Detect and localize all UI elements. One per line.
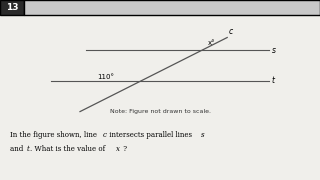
Text: 13: 13 [5,3,18,12]
Text: . What is the value of: . What is the value of [30,145,108,153]
Text: and: and [10,145,25,153]
Text: c: c [102,131,106,139]
Text: t: t [272,76,275,86]
Text: t: t [26,145,29,153]
Text: s: s [272,46,276,55]
Text: Note: Figure not drawn to scale.: Note: Figure not drawn to scale. [109,109,211,114]
Text: 110°: 110° [98,74,115,80]
Text: x°: x° [208,40,216,46]
FancyBboxPatch shape [0,0,24,15]
Text: intersects parallel lines: intersects parallel lines [107,131,195,139]
Text: x: x [116,145,120,153]
Text: ?: ? [121,145,127,153]
Text: s: s [201,131,204,139]
FancyBboxPatch shape [24,0,320,15]
Text: c: c [229,27,233,36]
Text: In the figure shown, line: In the figure shown, line [10,131,99,139]
